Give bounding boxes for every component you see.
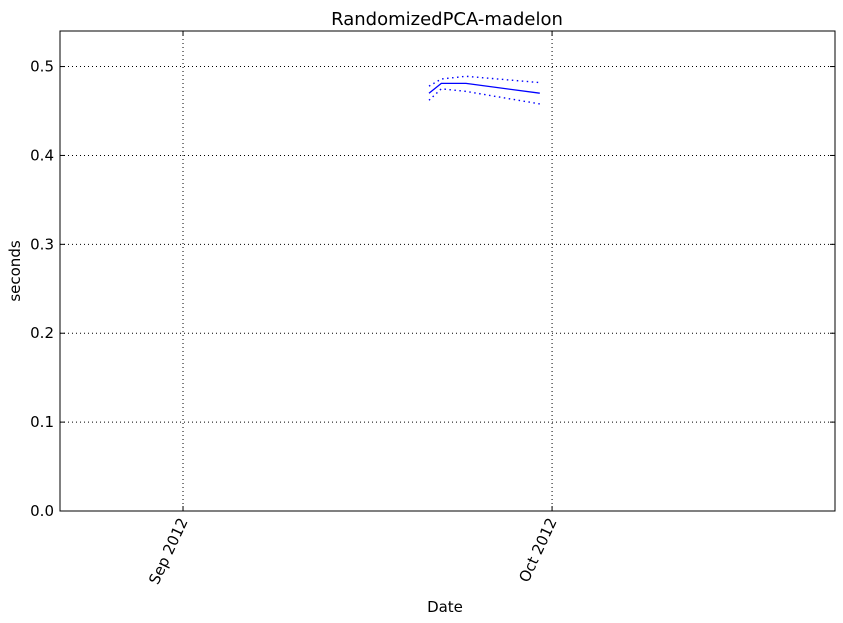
chart-title: RandomizedPCA-madelon xyxy=(331,9,563,30)
y-axis-label: seconds xyxy=(6,240,24,301)
plot-frame xyxy=(59,30,836,512)
grid xyxy=(60,31,835,512)
y-tick-label: 0.0 xyxy=(30,502,54,520)
series-line-upper xyxy=(428,75,540,87)
y-tick-label: 0.3 xyxy=(30,235,54,253)
y-tick-label: 0.5 xyxy=(30,58,54,76)
x-axis-label: Date xyxy=(427,598,463,616)
y-tick-label: 0.4 xyxy=(30,146,54,164)
series-line-mean xyxy=(428,82,540,94)
y-tick-label: 0.1 xyxy=(30,413,54,431)
series-layer xyxy=(428,75,540,105)
y-tick-label: 0.2 xyxy=(30,324,54,342)
